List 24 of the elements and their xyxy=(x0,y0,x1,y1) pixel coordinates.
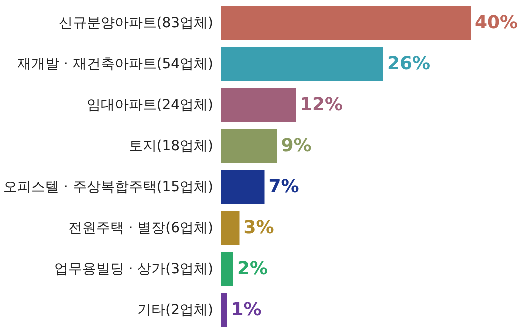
bar xyxy=(221,252,234,287)
data-label: 1% xyxy=(231,300,262,321)
data-label: 9% xyxy=(281,135,312,156)
y-tick-label: 재개발 · 재건축아파트(54업체) xyxy=(17,56,214,72)
bar xyxy=(221,88,296,122)
y-tick-label: 임대아파트(24업체) xyxy=(86,97,214,114)
bar xyxy=(221,47,384,82)
bar xyxy=(221,212,240,246)
bar xyxy=(221,170,265,205)
data-label: 26% xyxy=(388,53,431,74)
data-label: 7% xyxy=(268,176,300,198)
y-tick-label: 전원주택 · 별장(6업체) xyxy=(68,220,214,237)
data-label: 2% xyxy=(238,258,268,280)
data-label: 3% xyxy=(244,218,274,239)
y-tick-label: 업무용빌딩 · 상가(3업체) xyxy=(54,262,214,278)
y-tick-label: 신규분양아파트(83업체) xyxy=(58,15,214,32)
y-tick-label: 기타(2업체) xyxy=(138,302,214,319)
y-tick-label: 토지(18업체) xyxy=(128,138,214,154)
y-tick-label: 오피스텔 · 주상복합주택(15업체) xyxy=(3,180,214,196)
data-label: 40% xyxy=(475,12,518,34)
bar xyxy=(221,129,278,164)
bar xyxy=(221,294,228,328)
data-label: 12% xyxy=(300,94,344,116)
bar xyxy=(221,6,471,40)
